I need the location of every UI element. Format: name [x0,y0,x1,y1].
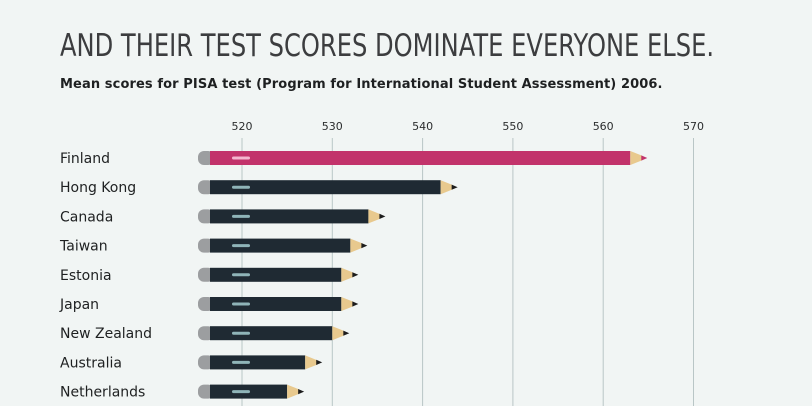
x-tick-label: 570 [683,120,704,133]
category-label: Estonia [60,268,112,284]
pencil-bar [198,238,368,253]
category-label: Netherlands [60,385,145,401]
category-label: Hong Kong [60,180,136,196]
pencil-bar [198,297,359,311]
pencil-bar [198,355,323,370]
chart-subtitle: Mean scores for PISA test (Program for I… [60,77,663,92]
category-label: Taiwan [59,239,108,255]
category-label: Finland [60,151,110,167]
category-label: Japan [59,297,99,313]
x-tick-label: 550 [502,120,523,133]
headline: AND THEIR TEST SCORES DOMINATE EVERYONE … [60,28,715,64]
pencil-bar [198,209,386,224]
pencil-bar [198,267,359,282]
category-label: New Zealand [60,326,152,342]
x-tick-label: 540 [412,120,433,133]
category-label: Canada [60,209,113,225]
category-label: Australia [60,355,122,371]
pencil-bar [198,151,648,165]
x-tick-label: 560 [593,120,614,133]
pencil-bar [198,326,350,341]
x-tick-label: 520 [232,120,253,133]
pencil-bar [198,180,458,195]
x-tick-label: 530 [322,120,343,133]
pencil-bar [198,384,305,399]
